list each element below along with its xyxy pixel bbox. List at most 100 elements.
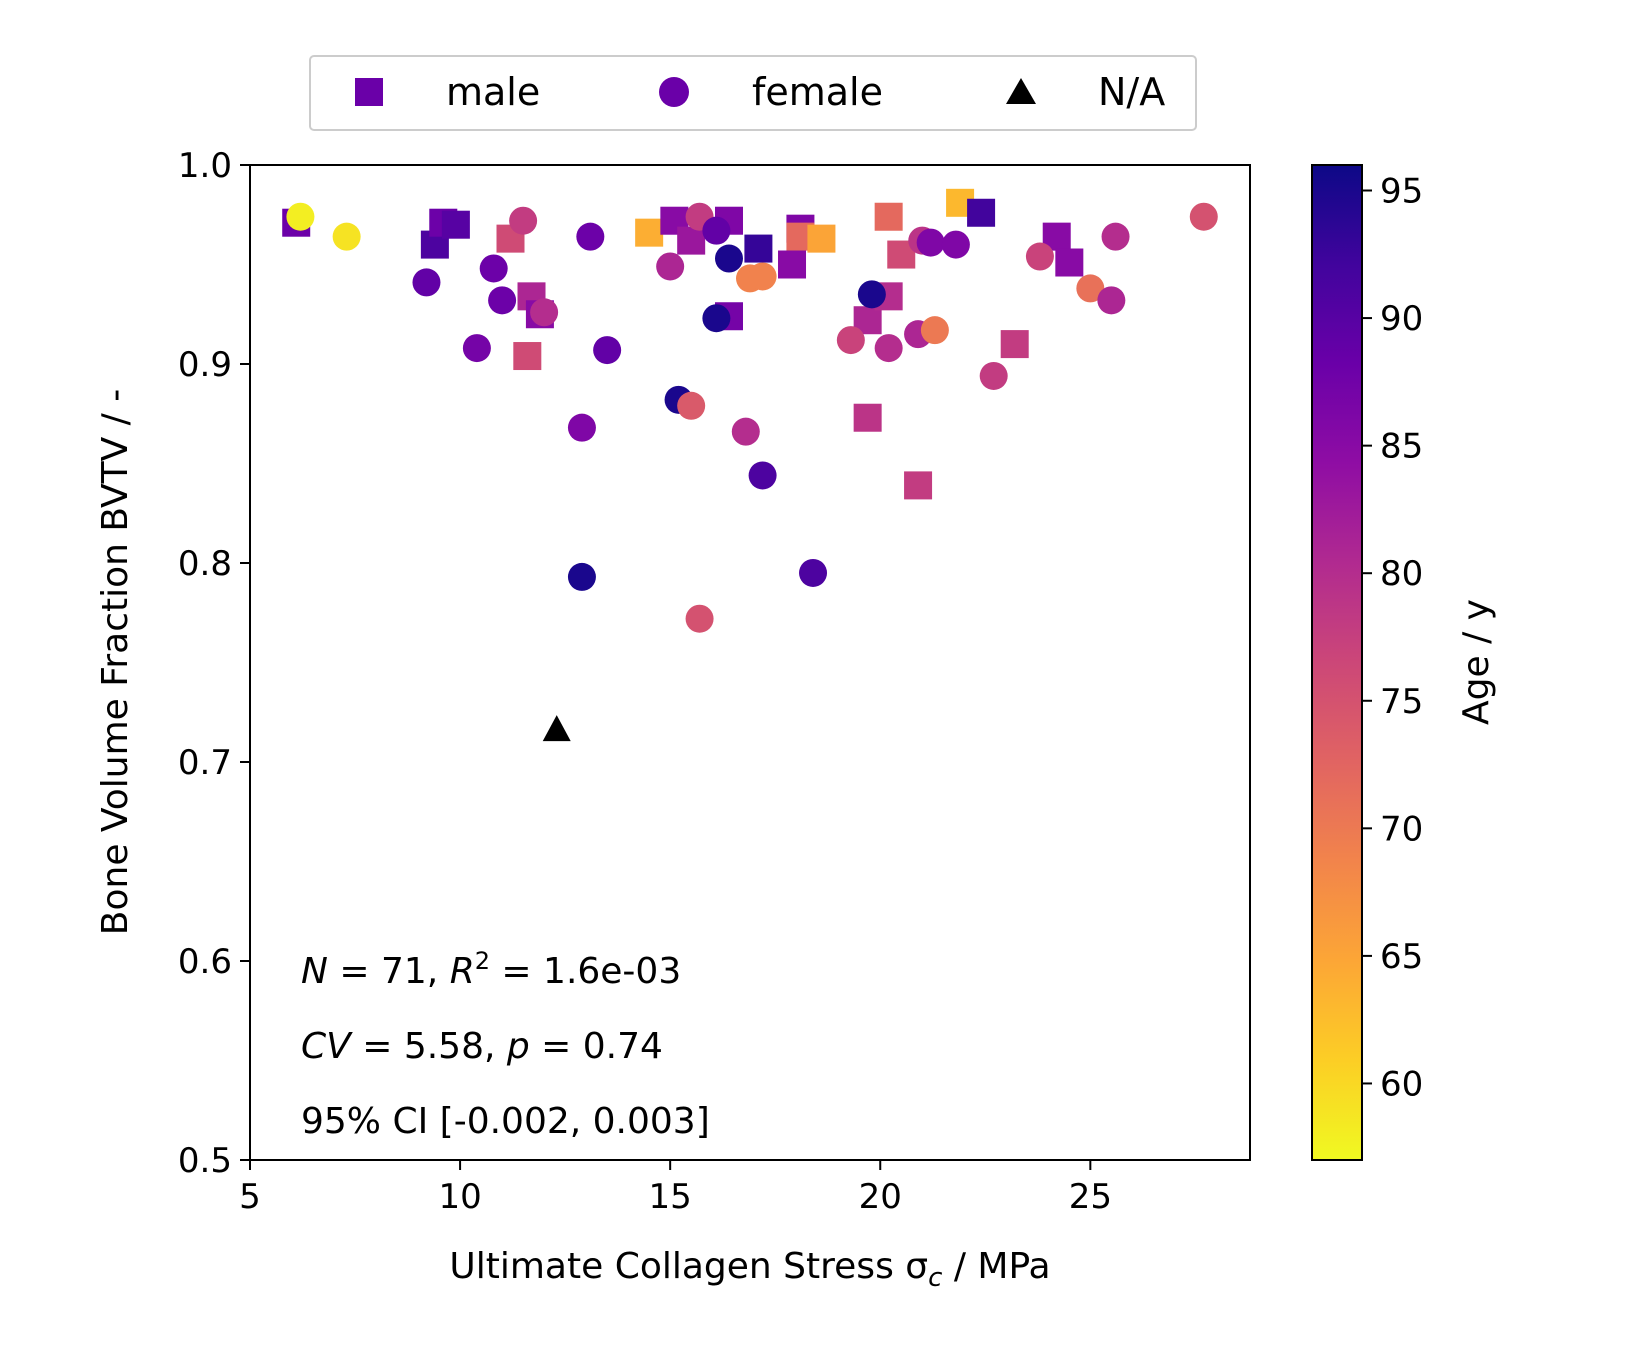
colorbar-tick-label: 95: [1380, 172, 1423, 212]
data-point-male: [1000, 330, 1029, 359]
data-point-female: [286, 202, 315, 231]
annotation-line-2: CV = 5.58, p = 0.74: [301, 1026, 663, 1067]
data-point-male: [967, 198, 996, 227]
annotation-line-1: N = 71, R2 = 1.6e-03: [301, 947, 681, 992]
colorbar: 60 65 70 75 80 85 90 95 Age / y: [1311, 164, 1497, 1161]
data-point-female: [685, 604, 714, 633]
data-point-female: [576, 222, 605, 251]
colorbar-tick-label: 90: [1380, 299, 1423, 339]
legend-male-label: male: [446, 70, 540, 114]
annotation-n-value: = 71,: [328, 951, 450, 992]
data-point-male: [441, 210, 470, 239]
data-point-female: [488, 286, 517, 315]
data-point-female: [567, 562, 596, 591]
colorbar-gradient: [1311, 164, 1363, 1161]
y-tick-label: 0.7: [178, 743, 232, 783]
data-point-female: [1101, 222, 1130, 251]
data-point-male: [677, 226, 706, 255]
data-point-na: [542, 715, 571, 742]
x-tick-label: 15: [649, 1177, 692, 1217]
data-point-male: [874, 202, 903, 231]
legend-na-label: N/A: [1098, 70, 1165, 114]
x-axis-label-main: Ultimate Collagen Stress σ: [449, 1246, 928, 1287]
annotation-line-3: 95% CI [-0.002, 0.003]: [301, 1101, 710, 1142]
colorbar-tick-label: 65: [1380, 937, 1423, 977]
data-point-female: [332, 222, 361, 251]
data-point-female: [920, 316, 949, 345]
y-tick-label: 0.5: [178, 1141, 232, 1181]
colorbar-tick-label: 70: [1380, 809, 1423, 849]
data-point-female: [916, 228, 945, 257]
data-point-female: [799, 558, 828, 587]
y-tick-label: 0.8: [178, 544, 232, 584]
data-point-female: [509, 206, 538, 235]
legend-male-marker: [355, 78, 383, 106]
y-tick-label: 1.0: [178, 146, 232, 186]
y-axis-label: Bone Volume Fraction BVTV / -: [95, 389, 136, 935]
annotation-cv-value: = 5.58,: [351, 1026, 507, 1067]
x-axis-ticks: 5 10 15 20 25: [239, 1160, 1112, 1217]
x-axis-label: Ultimate Collagen Stress σc / MPa: [449, 1246, 1050, 1293]
annotation-r2-value: = 1.6e-03: [490, 951, 681, 992]
data-point-male: [807, 224, 836, 253]
data-point-female: [941, 230, 970, 259]
data-point-female: [479, 254, 508, 283]
colorbar-tick-label: 75: [1380, 682, 1423, 722]
colorbar-tick-label: 80: [1380, 554, 1423, 594]
data-point-female: [979, 361, 1008, 390]
x-axis-label-subscript: c: [928, 1263, 942, 1293]
legend-female-label: female: [752, 70, 883, 114]
stats-annotation: N = 71, R2 = 1.6e-03 CV = 5.58, p = 0.74…: [301, 947, 710, 1142]
data-point-male: [778, 250, 807, 279]
x-tick-label: 5: [239, 1177, 261, 1217]
annotation-cv-symbol: CV: [301, 1026, 353, 1067]
legend-frame: [309, 55, 1197, 131]
colorbar-ticks: 60 65 70 75 80 85 90 95: [1362, 172, 1423, 1104]
data-point-female: [567, 413, 596, 442]
data-point-female: [462, 334, 491, 363]
data-point-female: [412, 268, 441, 297]
data-point-female: [748, 262, 777, 291]
colorbar-label: Age / y: [1456, 599, 1497, 725]
data-points: [282, 188, 1218, 742]
data-point-male: [635, 218, 664, 247]
data-point-female: [593, 336, 622, 365]
data-point-female: [677, 391, 706, 420]
data-point-male: [904, 471, 933, 500]
data-point-female: [731, 417, 760, 446]
annotation-p-symbol: p: [506, 1026, 530, 1067]
data-point-female: [748, 461, 777, 490]
plot-area: 5 10 15 20 25 0.5 0.6 0.7 0.8 0.9 1.0: [178, 146, 1251, 1217]
data-point-female: [874, 334, 903, 363]
data-point-female: [857, 280, 886, 309]
data-point-female: [836, 326, 865, 355]
data-point-female: [1189, 202, 1218, 231]
data-point-male: [744, 234, 773, 263]
annotation-p-value: = 0.74: [530, 1026, 663, 1067]
data-point-female: [1025, 242, 1054, 271]
data-point-male: [1055, 248, 1084, 277]
data-point-female: [656, 252, 685, 281]
data-point-female: [714, 244, 743, 273]
legend-female-marker: [659, 77, 689, 107]
x-tick-label: 25: [1069, 1177, 1112, 1217]
data-point-female: [530, 298, 559, 327]
y-tick-label: 0.9: [178, 345, 232, 385]
legend: male female N/A: [309, 55, 1197, 131]
colorbar-tick-label: 60: [1380, 1064, 1423, 1104]
y-axis-ticks: 0.5 0.6 0.7 0.8 0.9 1.0: [178, 146, 250, 1181]
x-tick-label: 10: [438, 1177, 481, 1217]
annotation-n-symbol: N: [301, 951, 328, 992]
data-point-female: [1076, 274, 1105, 303]
data-point-male: [853, 403, 882, 432]
legend-na-marker: [1006, 78, 1036, 104]
plot-frame: [249, 164, 1251, 1161]
data-point-female: [1097, 286, 1126, 315]
x-tick-label: 20: [859, 1177, 902, 1217]
data-point-male: [513, 342, 542, 371]
annotation-r-superscript: 2: [475, 947, 490, 975]
annotation-r-symbol: R: [450, 951, 475, 992]
data-point-female: [702, 216, 731, 245]
x-axis-label-unit: / MPa: [942, 1246, 1050, 1287]
